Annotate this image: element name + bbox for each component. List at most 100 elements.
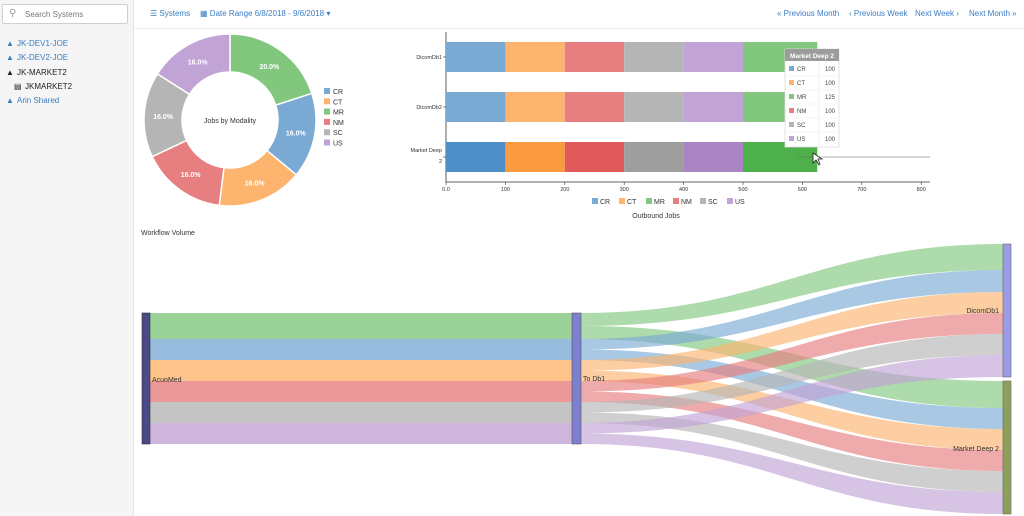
- donut-slice-label: 16.0%: [245, 180, 266, 187]
- bar-segment-ct: [505, 92, 565, 122]
- tooltip-row-value: 100: [825, 137, 836, 143]
- bar-legend-label-nm: NM: [681, 199, 692, 206]
- donut-slice-label: 16.0%: [181, 172, 202, 179]
- bar-legend-label-cr: CR: [600, 199, 610, 206]
- sankey-flow-cr: [150, 339, 572, 360]
- donut-title: Jobs by Modality: [204, 118, 257, 125]
- sankey-node-to-db1: [571, 312, 582, 445]
- sankey-flow-mr: [150, 313, 572, 339]
- sidebar-item-jk-dev2-joe[interactable]: ▲ JK-DEV2-JOE: [6, 53, 68, 62]
- previous-month-link[interactable]: « Previous Month: [777, 9, 840, 18]
- bar-legend-swatch-ct: [619, 198, 625, 204]
- sankey-label-dicomdb1: DicomDb1: [966, 308, 999, 315]
- previous-week-link[interactable]: ‹ Previous Week: [849, 9, 908, 18]
- donut-slice-us: [156, 33, 231, 96]
- sidebar-item-label: JK-MARKET2: [17, 68, 67, 77]
- sitemap-icon: ▲: [6, 68, 14, 77]
- bar-legend-swatch-us: [727, 198, 733, 204]
- sankey-node-acuomed: [141, 312, 151, 445]
- x-tick-label: 200: [560, 187, 569, 193]
- donut-slice-sc: [143, 72, 191, 158]
- sidebar-item-label: JKMARKET2: [25, 82, 73, 91]
- y-tick-label: DicomDb1: [416, 55, 442, 61]
- legend-label-mr: MR: [333, 110, 344, 117]
- sankey-flow-us-dicomdb1: [581, 355, 1003, 434]
- bar-segment-nm: [564, 92, 625, 122]
- next-month-link[interactable]: Next Month »: [969, 9, 1017, 18]
- bar-legend-label-us: US: [735, 199, 745, 206]
- next-week-link[interactable]: Next Week ›: [915, 9, 959, 18]
- x-tick-label: 400: [679, 187, 688, 193]
- systems-button[interactable]: ☰ Systems: [150, 9, 190, 18]
- tooltip-row-value: 100: [825, 109, 836, 115]
- x-tick-label: 100: [501, 187, 510, 193]
- server-icon: ▤: [14, 82, 22, 91]
- sidebar-item-jk-dev1-joe[interactable]: ▲ JK-DEV1-JOE: [6, 39, 68, 48]
- legend-swatch-sc: [324, 129, 330, 136]
- tooltip-title: Market Deep 2: [790, 53, 834, 60]
- bar-segment-ct: [505, 42, 565, 72]
- x-tick-label: 300: [620, 187, 629, 193]
- tooltip-row-label: CR: [797, 67, 806, 73]
- bar-segment-ct: [505, 142, 565, 172]
- bar-legend-label-sc: SC: [708, 199, 718, 206]
- date-range-dropdown[interactable]: ▦ Date Range 6/8/2018 - 9/6/2018 ▾: [200, 9, 330, 18]
- bar-segment-us: [683, 92, 743, 122]
- legend-label-ct: CT: [333, 99, 343, 106]
- legend-swatch-us: [324, 139, 330, 146]
- donut-legend: CR CT MR NM SC US: [324, 88, 344, 148]
- donut-slice-label: 20.0%: [259, 64, 280, 71]
- tooltip-row-label: SC: [797, 123, 806, 129]
- bar-segment-us: [683, 42, 743, 72]
- tooltip-row-label: US: [797, 137, 805, 143]
- sankey-flow-mr-dicomdb1: [581, 244, 1003, 326]
- search-input[interactable]: [23, 6, 127, 23]
- tooltip-swatch-nm: [789, 108, 794, 113]
- sidebar-item-label: JK-DEV1-JOE: [17, 39, 69, 48]
- bar-legend-label-mr: MR: [654, 199, 665, 206]
- bar-legend-swatch-nm: [673, 198, 679, 204]
- sidebar-item-label: JK-DEV2-JOE: [17, 53, 69, 62]
- bar-segment-cr: [446, 92, 506, 122]
- sidebar-item-jkmarket2[interactable]: ▤ JKMARKET2: [14, 82, 72, 91]
- sankey-label-acuomed: AcuoMed: [152, 377, 182, 384]
- tooltip-swatch-us: [789, 136, 794, 141]
- search-box[interactable]: ⚲: [2, 4, 128, 24]
- sankey-flow-us-marketdeep2: [581, 433, 1003, 514]
- modality-donut-chart: 20.0% 16.0% 16.0% 16.0% 16.0% 16.0%: [143, 33, 317, 207]
- legend-label-us: US: [333, 141, 343, 148]
- sitemap-icon: ▲: [6, 39, 14, 48]
- sidebar-item-arin-shared[interactable]: ▲ Arin Shared: [6, 96, 59, 105]
- tooltip-row-value: 100: [825, 123, 836, 129]
- sidebar-item-label: Arin Shared: [17, 96, 60, 105]
- donut-slice-label: 16.0%: [153, 114, 174, 121]
- bar-segment-mr: [743, 92, 818, 122]
- sankey-flow-sc: [150, 402, 572, 423]
- x-tick-label: 700: [857, 187, 866, 193]
- x-tick-label: 0.0: [442, 187, 450, 193]
- donut-slice-label: 16.0%: [188, 59, 209, 66]
- bar-segment-cr: [446, 42, 506, 72]
- donut-slice-nm: [151, 139, 225, 207]
- bar-segment-sc: [624, 92, 684, 122]
- sankey-flow-ct: [150, 360, 572, 381]
- workflow-title: Workflow Volume: [141, 230, 195, 237]
- bar-segment-sc: [624, 42, 684, 72]
- sidebar-item-jk-market2[interactable]: ▲ JK-MARKET2: [6, 68, 67, 77]
- legend-label-nm: NM: [333, 120, 344, 127]
- sankey-flow-nm-dicomdb1: [581, 313, 1003, 392]
- systems-label: Systems: [159, 9, 191, 18]
- calendar-icon: ▦: [200, 9, 208, 18]
- legend-swatch-ct: [324, 98, 330, 105]
- list-icon: ☰: [150, 9, 158, 18]
- legend-swatch-cr: [324, 88, 330, 94]
- tooltip-swatch-sc: [789, 122, 794, 127]
- sankey-flow-ct-dicomdb1: [581, 292, 1003, 371]
- x-tick-label: 800: [917, 187, 926, 193]
- bar-segment-sc: [624, 142, 684, 172]
- sankey-flow-us: [150, 423, 572, 444]
- tooltip-swatch-mr: [789, 94, 794, 99]
- bar-legend-swatch-cr: [592, 198, 598, 204]
- sankey-label-to-db1: To Db1: [583, 376, 605, 383]
